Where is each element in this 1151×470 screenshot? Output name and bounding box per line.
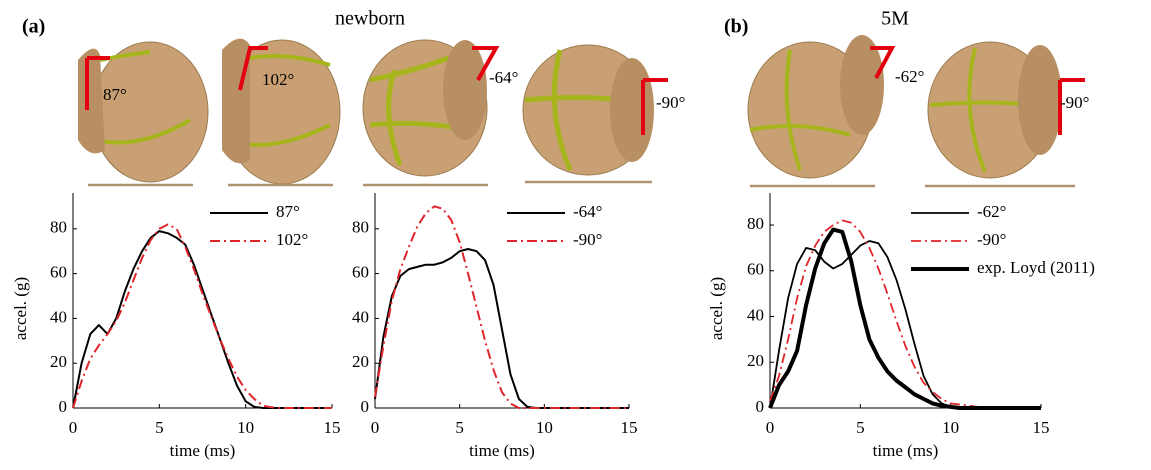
x-tick-label: 10	[536, 418, 553, 437]
y-tick-label: 40	[352, 307, 369, 326]
y-tick-label: 40	[50, 307, 67, 326]
x-axis-label: time (ms)	[873, 441, 939, 460]
angle-label: 87°	[103, 85, 127, 104]
legend-label: exp. Loyd (2011)	[977, 258, 1095, 277]
skull-images	[78, 35, 1085, 188]
skull-image	[522, 44, 668, 184]
legend-label: 102°	[276, 230, 308, 249]
panel-title: 5M	[881, 8, 909, 30]
x-tick-label: 0	[69, 418, 78, 437]
y-tick-label: 80	[50, 218, 67, 237]
skull-image	[925, 41, 1085, 188]
y-tick-label: 60	[352, 263, 369, 282]
legend-label: -90°	[977, 230, 1006, 249]
y-tick-label: 80	[747, 214, 764, 233]
panel-label: (b)	[724, 16, 748, 38]
x-axis-label: time (ms)	[170, 441, 236, 460]
skull-image	[78, 41, 209, 187]
data-line	[769, 219, 1041, 409]
x-tick-label: 0	[766, 418, 775, 437]
data-line	[768, 227, 1041, 410]
y-axis-label: accel. (g)	[11, 277, 30, 340]
data-line	[374, 248, 629, 409]
y-tick-label: 80	[352, 218, 369, 237]
data-line	[72, 223, 332, 409]
y-tick-label: 20	[352, 352, 369, 371]
x-tick-label: 5	[856, 418, 865, 437]
x-tick-label: 10	[237, 418, 254, 437]
panel-title: newborn	[335, 8, 405, 30]
x-tick-label: 0	[371, 418, 380, 437]
y-tick-label: 60	[50, 263, 67, 282]
y-tick-label: 0	[361, 397, 370, 416]
data-line	[769, 240, 1041, 409]
x-tick-label: 15	[324, 418, 341, 437]
panel-label: (a)	[22, 16, 45, 38]
angle-label: -62°	[895, 67, 924, 86]
angle-label: 102°	[262, 70, 294, 89]
x-axis-label: time (ms)	[469, 441, 535, 460]
legend-label: 87°	[276, 202, 300, 221]
angle-label: -64°	[489, 68, 518, 87]
angle-label: -90°	[1060, 93, 1089, 112]
y-tick-label: 60	[747, 260, 764, 279]
skull-image	[362, 39, 500, 187]
x-tick-label: 10	[942, 418, 959, 437]
x-tick-label: 5	[455, 418, 464, 437]
legend-label: -64°	[573, 202, 602, 221]
y-tick-label: 20	[50, 352, 67, 371]
y-axis-label: accel. (g)	[707, 277, 726, 340]
y-tick-label: 0	[59, 397, 68, 416]
y-tick-label: 40	[747, 305, 764, 324]
data-line	[374, 205, 629, 409]
x-tick-label: 5	[155, 418, 164, 437]
y-tick-label: 0	[756, 397, 765, 416]
skull-image	[747, 35, 896, 188]
legend-label: -62°	[977, 202, 1006, 221]
data-line	[72, 230, 332, 409]
legend-label: -90°	[573, 230, 602, 249]
y-tick-label: 20	[747, 351, 764, 370]
x-tick-label: 15	[621, 418, 638, 437]
skull-image	[222, 38, 341, 187]
angle-label: -90°	[656, 93, 685, 112]
x-tick-label: 15	[1033, 418, 1050, 437]
